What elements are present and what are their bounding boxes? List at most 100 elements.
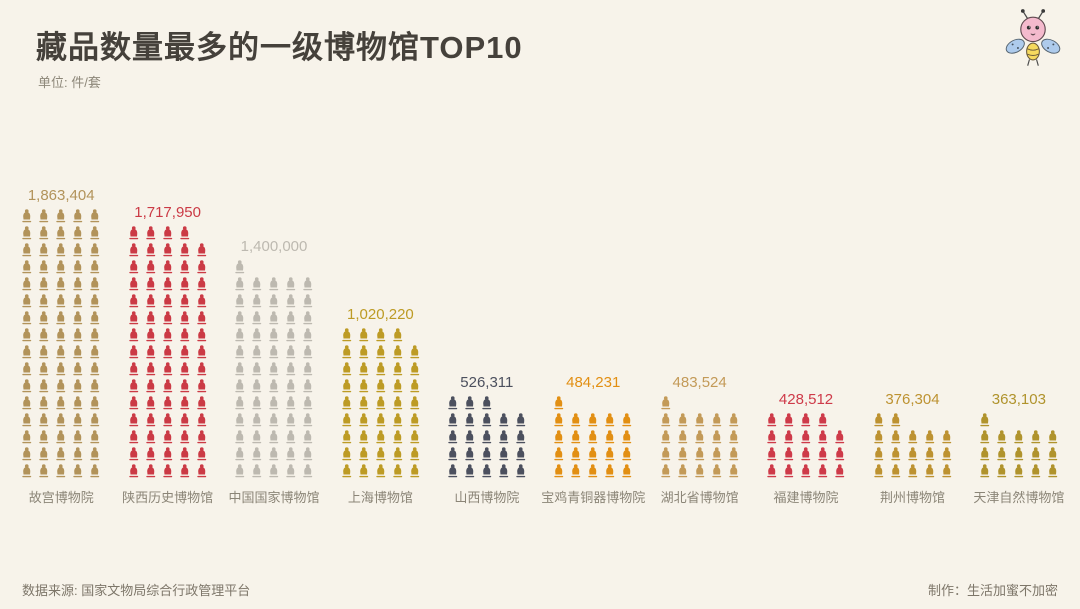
relic-statue-icon <box>179 294 191 309</box>
relic-statue-icon <box>447 447 459 462</box>
relic-statue-icon <box>341 345 353 360</box>
relic-statue-icon <box>251 277 263 292</box>
relic-statue-icon <box>766 430 778 445</box>
relic-statue-icon <box>341 379 353 394</box>
relic-statue-icon <box>72 243 84 258</box>
bee-mascot-logo <box>1005 9 1061 66</box>
relic-statue-icon <box>179 362 191 377</box>
relic-statue-icon <box>145 345 157 360</box>
relic-statue-icon <box>341 464 353 479</box>
relic-statue-icon <box>817 447 829 462</box>
relic-statue-icon <box>766 447 778 462</box>
relic-statue-icon <box>302 328 314 343</box>
relic-statue-icon <box>660 396 672 411</box>
relic-statue-icon <box>179 226 191 241</box>
relic-statue-icon <box>196 243 208 258</box>
relic-statue-icon <box>89 345 101 360</box>
relic-statue-icon <box>72 226 84 241</box>
relic-statue-icon <box>128 396 140 411</box>
relic-statue-icon <box>55 328 67 343</box>
icon-row <box>125 463 210 480</box>
relic-statue-icon <box>21 243 33 258</box>
relic-statue-icon <box>128 277 140 292</box>
relic-statue-icon <box>145 260 157 275</box>
relic-statue-icon <box>128 413 140 428</box>
relic-statue-icon <box>196 311 208 326</box>
relic-statue-icon <box>89 430 101 445</box>
relic-statue-icon <box>89 447 101 462</box>
relic-statue-icon <box>1047 430 1059 445</box>
icon-row <box>232 327 317 344</box>
relic-statue-icon <box>196 277 208 292</box>
relic-statue-icon <box>145 396 157 411</box>
relic-statue-icon <box>570 447 582 462</box>
relic-statue-icon <box>72 328 84 343</box>
relic-statue-icon <box>89 464 101 479</box>
relic-statue-icon <box>464 413 476 428</box>
icon-row <box>976 446 1061 463</box>
relic-statue-icon <box>392 345 404 360</box>
relic-statue-icon <box>196 362 208 377</box>
relic-statue-icon <box>515 464 527 479</box>
relic-statue-icon <box>621 413 633 428</box>
icon-row <box>551 429 636 446</box>
relic-statue-icon <box>38 430 50 445</box>
relic-statue-icon <box>72 379 84 394</box>
relic-statue-icon <box>72 260 84 275</box>
relic-statue-icon <box>234 362 246 377</box>
relic-statue-icon <box>285 430 297 445</box>
relic-statue-icon <box>268 447 280 462</box>
relic-statue-icon <box>179 396 191 411</box>
relic-statue-icon <box>38 396 50 411</box>
icon-grid <box>444 395 529 480</box>
icon-row <box>444 463 529 480</box>
relic-statue-icon <box>375 447 387 462</box>
value-label: 1,400,000 <box>240 238 308 255</box>
relic-statue-icon <box>251 430 263 445</box>
relic-statue-icon <box>979 464 991 479</box>
relic-statue-icon <box>179 260 191 275</box>
icon-row <box>19 208 104 225</box>
relic-statue-icon <box>392 447 404 462</box>
icon-row <box>19 259 104 276</box>
icon-row <box>232 395 317 412</box>
relic-statue-icon <box>677 413 689 428</box>
relic-statue-icon <box>873 413 885 428</box>
relic-statue-icon <box>553 430 565 445</box>
relic-statue-icon <box>234 396 246 411</box>
icon-row <box>338 429 423 446</box>
museum-column: 363,103 天津自然博物馆 <box>966 391 1072 506</box>
relic-statue-icon <box>38 243 50 258</box>
icon-grid <box>19 208 104 480</box>
relic-statue-icon <box>72 430 84 445</box>
relic-statue-icon <box>834 447 846 462</box>
relic-statue-icon <box>251 345 263 360</box>
icon-grid <box>657 395 742 480</box>
relic-statue-icon <box>498 413 510 428</box>
relic-statue-icon <box>89 328 101 343</box>
relic-statue-icon <box>375 379 387 394</box>
relic-statue-icon <box>145 226 157 241</box>
museum-column: 376,304 荆州博物馆 <box>859 391 965 506</box>
value-label: 428,512 <box>778 391 834 408</box>
relic-statue-icon <box>553 413 565 428</box>
relic-statue-icon <box>409 396 421 411</box>
relic-statue-icon <box>268 345 280 360</box>
relic-statue-icon <box>392 379 404 394</box>
icon-row <box>444 429 529 446</box>
relic-statue-icon <box>285 447 297 462</box>
icon-row <box>338 344 423 361</box>
museum-name: 故宫博物院 <box>28 490 94 505</box>
relic-statue-icon <box>162 362 174 377</box>
relic-statue-icon <box>783 447 795 462</box>
relic-statue-icon <box>162 277 174 292</box>
relic-statue-icon <box>55 362 67 377</box>
museum-name: 陕西历史博物馆 <box>122 490 214 505</box>
relic-statue-icon <box>481 464 493 479</box>
icon-row <box>125 412 210 429</box>
relic-statue-icon <box>570 413 582 428</box>
icon-row <box>232 412 317 429</box>
relic-statue-icon <box>21 260 33 275</box>
relic-statue-icon <box>234 328 246 343</box>
relic-statue-icon <box>128 362 140 377</box>
